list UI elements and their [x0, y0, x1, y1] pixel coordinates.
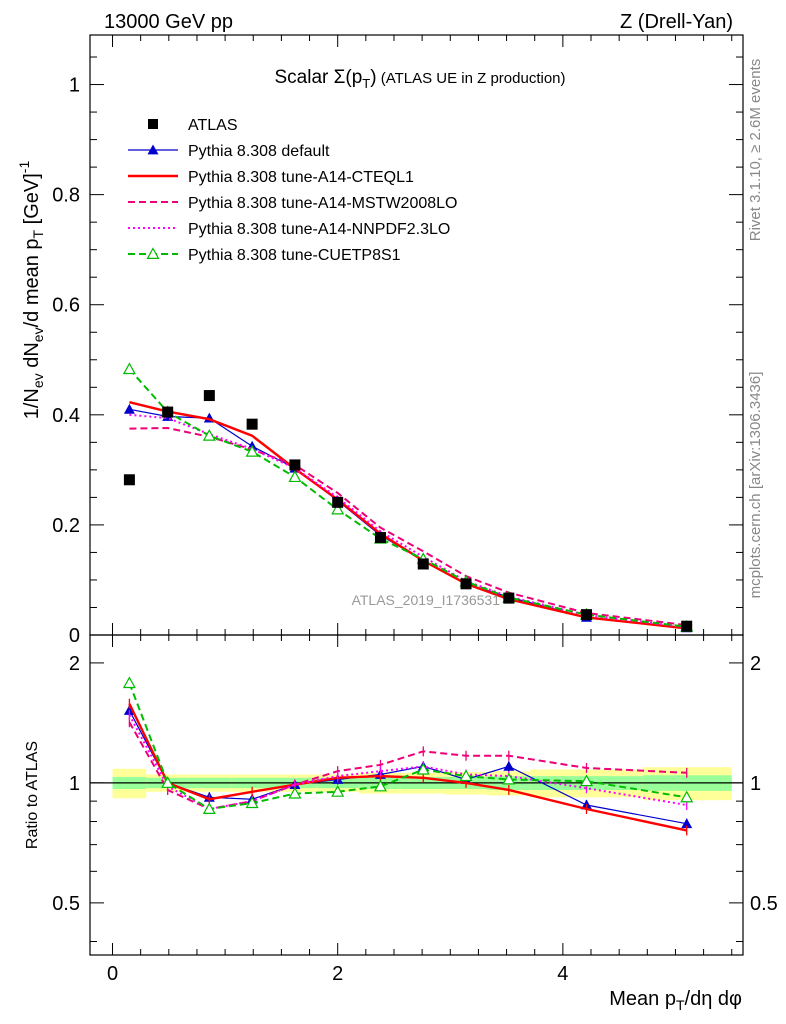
legend-label-data: ATLAS: [188, 117, 238, 134]
marker-triangle-open: [245, 444, 259, 457]
marker-triangle-open: [373, 779, 387, 792]
series-ratio-line-0: [128, 710, 687, 825]
marker-triangle-open: [146, 247, 160, 259]
y-axis-label-main: 1/Nev dNev/d mean pT [GeV]-1: [16, 161, 46, 420]
data-point: [246, 418, 258, 430]
series-ratio-line-4: [128, 682, 687, 811]
data-point: [374, 532, 386, 544]
marker-triangle-open: [579, 774, 594, 787]
marker-triangle: [147, 144, 159, 155]
legend-label-3: Pythia 8.308 tune-A14-NNPDF2.3LO: [188, 221, 450, 238]
legend-label-2: Pythia 8.308 tune-A14-MSTW2008LO: [188, 195, 457, 212]
x-tick-label: 2: [332, 963, 343, 985]
ratio-tick-label-right: 0.5: [750, 893, 778, 915]
series-line-1: [129, 400, 687, 630]
data-point: [332, 496, 344, 508]
data-point: [681, 620, 693, 632]
data-point: [203, 390, 215, 402]
data-point: [581, 609, 593, 621]
ratio-tick-label-left: 2: [69, 653, 80, 675]
series-ratio-line-1: [128, 703, 687, 832]
legend-label-4: Pythia 8.308 tune-CUETP8S1: [188, 247, 401, 264]
marker-triangle-open: [288, 470, 302, 483]
y-tick-label: 0.8: [52, 185, 80, 207]
marker-triangle: [503, 760, 515, 771]
data-point: [460, 578, 472, 590]
header-left: 13000 GeV pp: [104, 11, 233, 33]
marker-triangle-open: [416, 762, 430, 775]
marker-triangle-open: [202, 428, 216, 441]
ratio-tick-label-left: 0.5: [52, 893, 80, 915]
marker-triangle-open: [122, 362, 136, 375]
y-tick-label: 0.4: [52, 405, 80, 427]
legend-label-0: Pythia 8.308 default: [188, 143, 330, 160]
analysis-tag: ATLAS_2019_I1736531: [352, 592, 501, 608]
marker-triangle-open: [331, 502, 345, 515]
ratio-panel-frame: [89, 634, 744, 956]
data-point: [123, 474, 135, 486]
marker-triangle-open: [459, 769, 473, 782]
data-point: [417, 558, 429, 570]
x-tick-label: 4: [557, 963, 568, 985]
ratio-tick-label-right: 2: [750, 653, 761, 675]
rivet-label: Rivet 3.1.10, ≥ 2.6M events: [747, 59, 764, 242]
x-axis-label: Mean pT/dη dφ: [609, 988, 742, 1013]
series-line-4: [128, 368, 687, 628]
chart-title: Scalar Σ(pT) (ATLAS UE in Z production): [274, 67, 565, 91]
data-point: [289, 459, 301, 471]
marker-triangle-open: [680, 790, 694, 803]
mcplots-label: mcplots.cern.ch [arXiv:1306.3436]: [747, 372, 764, 599]
marker-triangle-open: [245, 796, 259, 809]
marker-triangle-open: [502, 772, 516, 785]
legend-marker-data: [148, 119, 158, 129]
marker-triangle: [123, 704, 135, 715]
y-tick-label: 0.2: [52, 515, 80, 537]
y-tick-label: 0: [69, 625, 80, 647]
y-axis-label-ratio: Ratio to ATLAS: [24, 741, 41, 849]
marker-triangle: [681, 818, 693, 829]
marker-triangle-open: [288, 786, 302, 799]
marker-triangle-open: [331, 785, 345, 797]
marker-triangle: [123, 403, 135, 414]
series-line-3: [129, 413, 687, 629]
x-tick-label: 0: [107, 963, 118, 985]
atlas-data-points: [123, 390, 693, 632]
ratio-tick-label-right: 1: [750, 773, 761, 795]
legend-label-1: Pythia 8.308 tune-A14-CTEQL1: [188, 169, 414, 186]
ratio-tick-label-left: 1: [69, 773, 80, 795]
y-tick-label: 1: [69, 75, 80, 97]
series-line-2: [129, 427, 687, 627]
data-point: [162, 406, 174, 418]
ratio-panel-series: [122, 676, 694, 836]
data-point: [503, 592, 515, 604]
marker-triangle-open: [161, 776, 175, 788]
header-right: Z (Drell-Yan): [620, 11, 733, 33]
marker-triangle-open: [202, 802, 216, 815]
y-tick-label: 0.6: [52, 295, 80, 317]
axes: 0 2 4 0 0.2 0.4 0.6 0.8 1 0.5 0.5 1 1 2 2: [52, 35, 778, 985]
legend: ATLAS Pythia 8.308 default Pythia 8.308 tu…: [128, 117, 457, 264]
marker-triangle-open: [122, 676, 136, 689]
